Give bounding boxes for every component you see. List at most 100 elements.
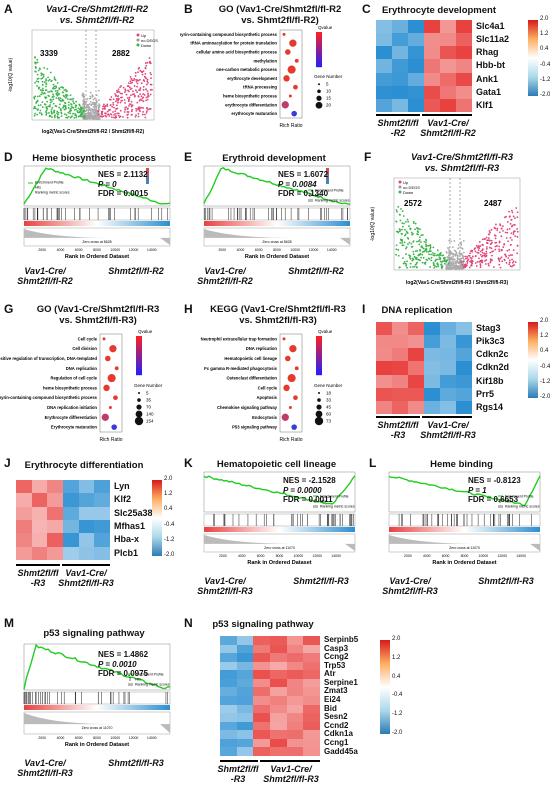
gene-point	[420, 234, 423, 237]
term-dot	[288, 94, 292, 98]
gene-point	[482, 244, 484, 246]
heatmap-cell	[269, 661, 287, 671]
gene-point	[502, 229, 504, 232]
gene-point	[137, 95, 140, 98]
panel-f: F Vav1-Cre/Shmt2fl/fl-R3 vs. Shmt2fl/fl-…	[360, 148, 550, 294]
svg-text:Zero cross at 11070: Zero cross at 11070	[449, 546, 480, 550]
gene-point	[453, 267, 456, 270]
heatmap-cell	[253, 653, 270, 662]
gene-point	[53, 111, 56, 114]
gene-point	[101, 110, 104, 113]
gene-point	[485, 259, 488, 261]
heatmap-cell	[236, 636, 254, 645]
group1-label: Vav1-Cre/Shmt2fl/fl-R3	[382, 576, 438, 596]
gene-point	[112, 98, 115, 101]
gene-point	[478, 240, 481, 243]
gene-point	[512, 233, 515, 236]
svg-text:6000: 6000	[442, 554, 450, 558]
gene-point	[41, 77, 44, 79]
gene-point	[114, 110, 117, 113]
gene-point	[69, 94, 72, 97]
heatmap-cell	[392, 335, 408, 349]
gene-point	[499, 257, 502, 260]
gene-point	[39, 68, 41, 71]
term-dot	[285, 355, 291, 362]
svg-text:Up: Up	[141, 33, 147, 38]
gene-point	[479, 266, 482, 269]
gene-point	[508, 259, 511, 262]
gene-point	[470, 264, 473, 267]
gene-point	[36, 85, 38, 87]
gene-point	[469, 252, 472, 255]
gene-point	[54, 114, 56, 117]
gene-point	[397, 231, 400, 234]
heatmap-cell	[456, 374, 472, 388]
gene-point	[515, 207, 518, 209]
gene-point	[72, 107, 75, 109]
gene-point	[44, 96, 46, 98]
gene-point	[477, 249, 480, 252]
gene-point	[454, 263, 457, 265]
svg-text:35: 35	[146, 398, 152, 403]
color-scale-tick: 1.2	[164, 491, 173, 498]
gene-point	[395, 220, 398, 223]
gene-point	[407, 237, 410, 240]
panel-g: G GO (Vav1-Cre/Shmt2fl/fl-R3 vs. Shmt2fl…	[0, 300, 180, 450]
gene-point	[53, 109, 56, 112]
gene-point	[49, 105, 51, 108]
heatmap-cell	[440, 98, 456, 112]
gene-point	[41, 91, 43, 94]
gene-point	[443, 262, 446, 265]
gene-point	[494, 241, 497, 244]
heatmap-cell	[440, 374, 456, 388]
gsea-plot: Zero cross at 8628 2000 4000 6000 8000 10000 1…	[23, 165, 171, 260]
gene-label: Rhag	[476, 47, 499, 58]
gene-point	[491, 250, 493, 253]
gene-point	[72, 112, 74, 115]
gene-point	[416, 250, 419, 252]
gene-point	[86, 104, 89, 107]
gene-point	[54, 87, 56, 90]
heatmap-cell	[392, 387, 408, 401]
heatmap-cell	[16, 493, 32, 507]
heatmap-cell	[303, 721, 320, 731]
gene-point	[496, 227, 499, 230]
gene-point	[48, 112, 50, 114]
gene-point	[124, 108, 127, 111]
size-legend-dot	[138, 392, 140, 395]
gene-point	[474, 262, 477, 264]
heatmap-cell	[303, 704, 320, 714]
svg-text:Rich Ratio: Rich Ratio	[99, 437, 122, 443]
gene-point	[118, 97, 120, 100]
gene-point	[106, 105, 109, 107]
gene-point	[427, 250, 430, 253]
gene-point	[511, 224, 514, 227]
gene-point	[468, 266, 471, 269]
gene-point	[404, 233, 407, 236]
gene-point	[56, 112, 58, 115]
term-dot	[107, 374, 116, 383]
group2-label: Vav1-Cre/Shmt2fl/fl-R2	[420, 118, 476, 138]
gene-point	[53, 116, 56, 119]
gene-label: Pik3c3	[476, 336, 505, 347]
gene-point	[476, 251, 479, 254]
svg-text:154: 154	[146, 419, 154, 424]
gene-point	[456, 254, 459, 257]
gene-point	[509, 222, 512, 225]
gene-point	[139, 93, 142, 96]
heatmap-cell	[392, 33, 408, 47]
gene-point	[75, 100, 78, 103]
size-legend-dot	[317, 398, 321, 402]
gene-point	[33, 97, 36, 100]
heatmap-cell	[286, 747, 304, 756]
gene-point	[402, 257, 404, 260]
term-label: Cell cycle	[78, 336, 98, 341]
term-label: DNA replication initiation	[47, 405, 97, 410]
gene-point	[147, 92, 149, 95]
panel-title: Hematopoietic cell lineage	[216, 459, 337, 470]
gene-point	[69, 98, 71, 101]
y-axis-label: -log10(Q value)	[8, 57, 14, 92]
gene-label: Ei24	[324, 695, 341, 705]
x-axis-label: log2(Vav1-Cre/Shmt2fl/fl-R3 / Shmt2fl/fl…	[406, 280, 509, 286]
gene-point	[56, 91, 59, 94]
